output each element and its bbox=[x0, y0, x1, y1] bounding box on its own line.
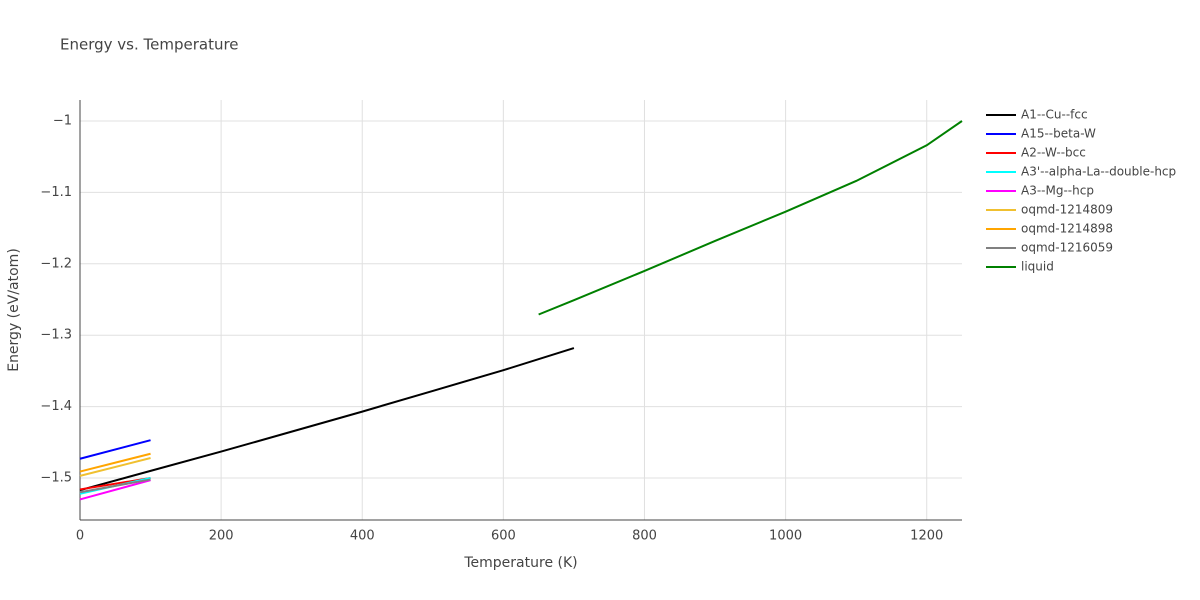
y-tick-label: −1.3 bbox=[40, 328, 72, 343]
y-tick-label: −1.2 bbox=[40, 256, 72, 271]
series-line bbox=[79, 457, 151, 477]
x-axis-label: Temperature (K) bbox=[463, 555, 577, 571]
legend-label: liquid bbox=[1021, 260, 1054, 274]
y-tick-label: −1.1 bbox=[40, 185, 72, 200]
legend-label: A15--beta-W bbox=[1021, 127, 1096, 141]
x-tick-label: 400 bbox=[350, 529, 375, 544]
series-line bbox=[79, 479, 151, 501]
y-axis-label: Energy (eV/atom) bbox=[6, 248, 22, 372]
series-line bbox=[79, 439, 151, 460]
y-tick-label: −1.5 bbox=[40, 471, 72, 486]
series-line bbox=[79, 478, 151, 494]
legend-label: A1--Cu--fcc bbox=[1021, 108, 1088, 122]
series-line bbox=[79, 452, 151, 473]
chart-title: Energy vs. Temperature bbox=[60, 36, 239, 54]
x-tick-label: 1000 bbox=[769, 529, 802, 544]
legend-label: oqmd-1216059 bbox=[1021, 241, 1113, 255]
series-line bbox=[79, 347, 575, 492]
legend-label: oqmd-1214809 bbox=[1021, 203, 1113, 217]
legend-label: A3--Mg--hcp bbox=[1021, 184, 1094, 198]
x-tick-label: 800 bbox=[632, 529, 657, 544]
legend-label: A2--W--bcc bbox=[1021, 146, 1086, 160]
x-tick-label: 600 bbox=[491, 529, 516, 544]
x-tick-label: 200 bbox=[209, 529, 234, 544]
y-tick-label: −1 bbox=[53, 113, 72, 128]
x-tick-label: 1200 bbox=[910, 529, 943, 544]
legend-label: A3'--alpha-La--double-hcp bbox=[1021, 165, 1176, 179]
y-tick-label: −1.4 bbox=[40, 399, 72, 414]
x-tick-label: 0 bbox=[76, 529, 84, 544]
series-line bbox=[538, 120, 963, 316]
legend-label: oqmd-1214898 bbox=[1021, 222, 1113, 236]
